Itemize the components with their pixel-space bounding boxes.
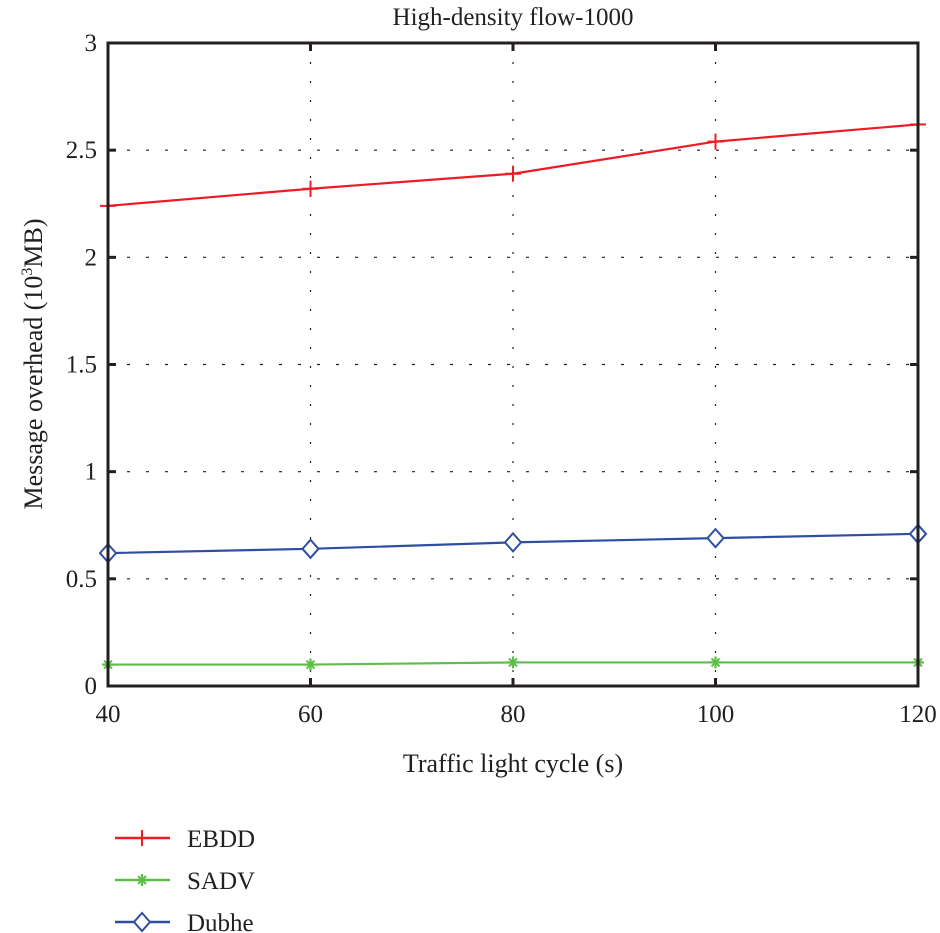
y-tick-label: 3 [85, 30, 98, 57]
y-axis-label-sup: 3 [19, 268, 36, 276]
ticks [106, 41, 920, 688]
legend-label: SADV [187, 868, 255, 895]
legend-label: EBDD [187, 826, 255, 853]
chart-title: High-density flow-1000 [393, 4, 634, 31]
y-tick-label: 2 [85, 244, 98, 271]
y-axis-label: Message overhead (103MB) [19, 218, 48, 509]
series-sadv [102, 656, 924, 671]
legend-label: Dubhe [187, 910, 254, 933]
x-tick-label: 80 [501, 701, 526, 728]
data-point-ebdd [505, 165, 521, 182]
y-axis-label-suffix: MB) [19, 218, 48, 267]
data-point-dubhe [503, 531, 523, 553]
y-tick-label: 2.5 [66, 137, 97, 164]
series-line-ebdd [107, 123, 919, 207]
x-axis-label: Traffic light cycle (s) [403, 749, 623, 778]
y-tick-label: 0.5 [66, 566, 97, 593]
x-tick-label: 60 [298, 701, 323, 728]
series-dubhe [98, 523, 928, 564]
y-axis-label-prefix: Message overhead (10 [19, 276, 48, 510]
x-tick-label: 120 [899, 701, 937, 728]
data-point-sadv [304, 658, 317, 671]
legend-item-sadv: SADV [115, 868, 255, 895]
legend-item-ebdd: EBDD [115, 826, 255, 853]
series-ebdd [100, 116, 926, 214]
y-tick-labels: 0 0.5 1 1.5 2 2.5 3 [66, 30, 97, 700]
series-layer [98, 116, 928, 671]
x-tick-label: 100 [697, 701, 735, 728]
data-point-sadv [507, 656, 519, 669]
data-point-ebdd [302, 180, 319, 197]
legend-marker [134, 830, 150, 846]
x-tick-labels: 40 60 80 100 120 [96, 701, 937, 728]
legend-item-dubhe: Dubhe [115, 910, 254, 933]
y-tick-label: 0 [85, 673, 98, 700]
data-point-dubhe [706, 527, 725, 549]
data-point-ebdd [707, 133, 724, 150]
x-tick-label: 40 [96, 701, 121, 728]
data-point-sadv [709, 656, 722, 669]
y-tick-label: 1.5 [66, 352, 97, 379]
legend-marker [132, 911, 152, 933]
grid [108, 43, 918, 686]
legend: EBDD SADV Dubhe [115, 826, 255, 933]
y-tick-label: 1 [85, 459, 98, 486]
data-point-dubhe [301, 538, 320, 560]
legend-marker [136, 874, 148, 886]
